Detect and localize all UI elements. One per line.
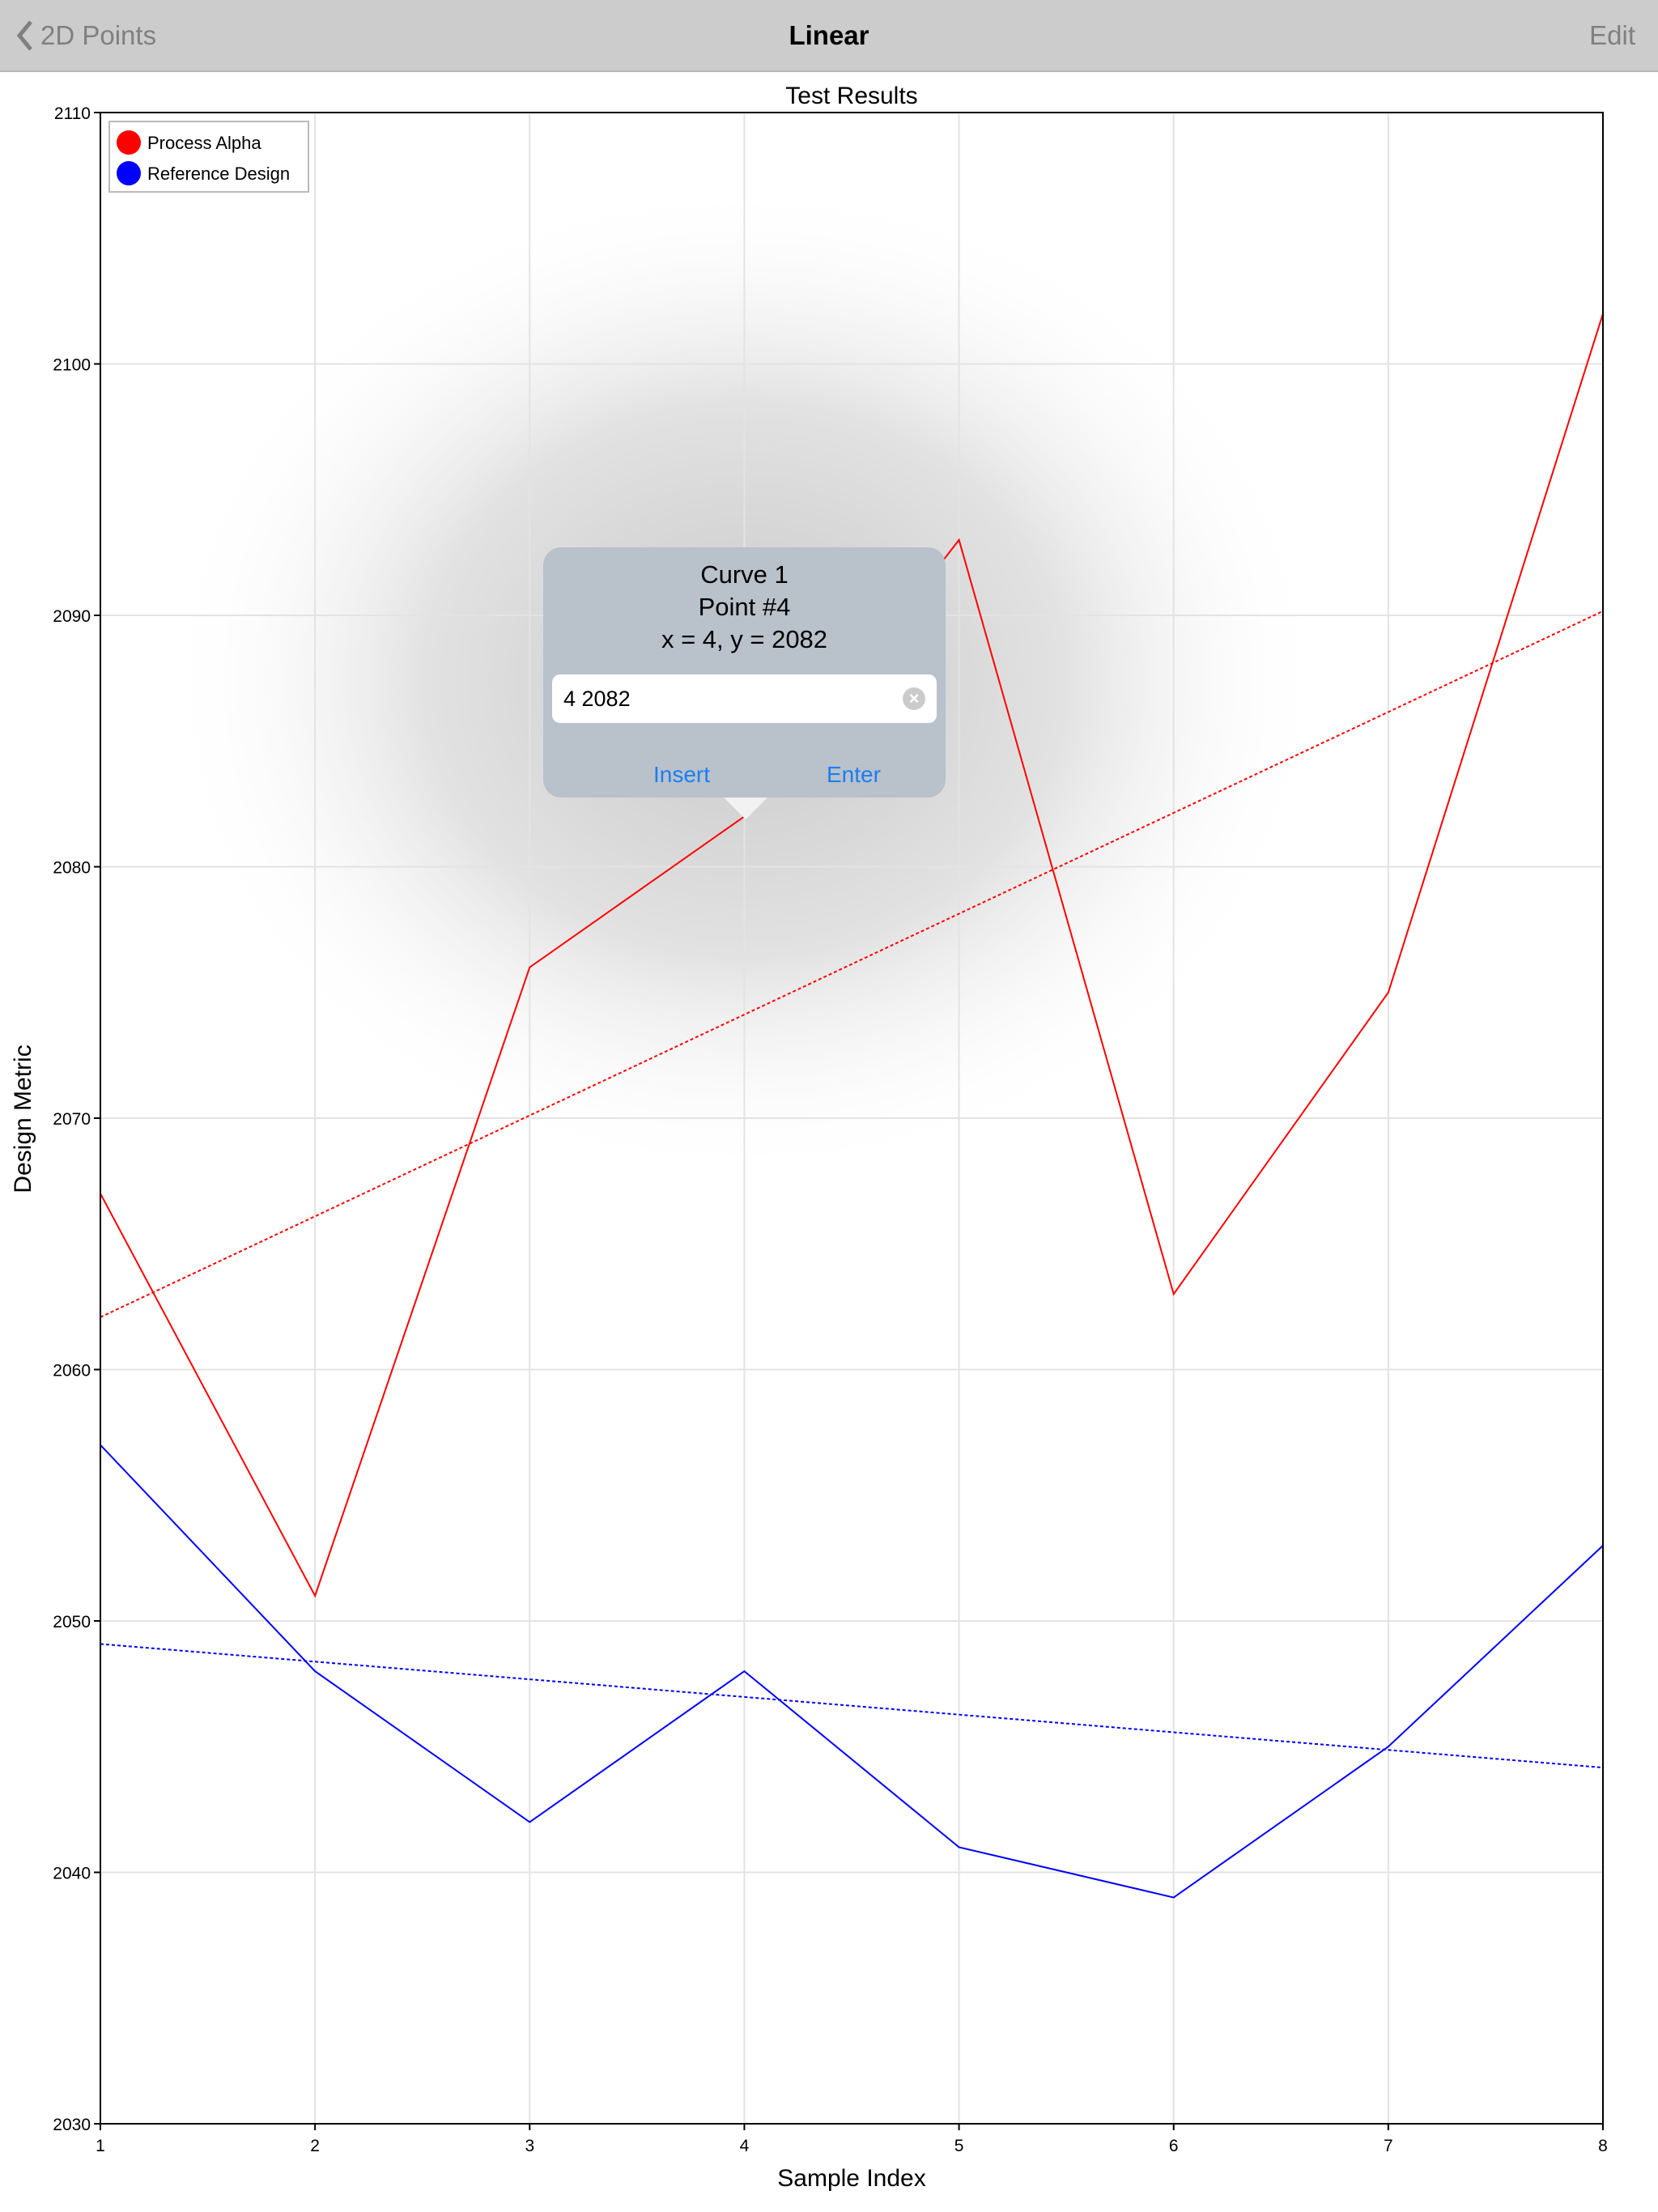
y-tick-label: 2100 xyxy=(53,356,91,375)
x-tick-label: 5 xyxy=(954,2137,964,2155)
edit-button[interactable]: Edit xyxy=(1589,20,1635,50)
y-tick-label: 2040 xyxy=(53,1865,91,1883)
x-tick-label: 7 xyxy=(1384,2137,1393,2155)
data-point-process-alpha xyxy=(1387,991,1389,993)
back-label: 2D Points xyxy=(40,19,157,50)
data-point-reference-design xyxy=(1172,1896,1175,1899)
data-point-process-alpha xyxy=(1172,1293,1175,1295)
data-point-process-alpha xyxy=(314,1594,317,1597)
page-title: Linear xyxy=(789,20,869,50)
data-point-process-alpha xyxy=(958,538,960,541)
x-tick-label: 4 xyxy=(740,2137,750,2155)
y-tick-label: 2090 xyxy=(53,607,91,626)
plot-frame xyxy=(100,112,1604,2125)
point-editor-popover: Curve 1 Point #4 x = 4, y = 2082 4 2082 … xyxy=(543,547,946,798)
data-point-reference-design xyxy=(958,1846,960,1848)
x-tick-label: 6 xyxy=(1169,2137,1179,2155)
chevron-left-icon xyxy=(16,19,32,51)
chart-title: Test Results xyxy=(785,83,917,109)
y-tick-label: 2080 xyxy=(53,859,91,878)
insert-button[interactable]: Insert xyxy=(653,762,711,787)
data-point-reference-design xyxy=(314,1670,317,1673)
y-tick-label: 2070 xyxy=(53,1110,91,1129)
x-tick-label: 1 xyxy=(96,2137,105,2155)
popup-arrow xyxy=(723,797,768,819)
chart[interactable]: 1 2 3 4 5 6 7 8 2030 2040 2050 2060 2070 2080 2090 2100… xyxy=(0,72,1658,2212)
clear-icon[interactable]: × xyxy=(903,687,925,710)
data-point-reference-design xyxy=(529,1821,531,1823)
x-tick-label: 3 xyxy=(525,2137,534,2155)
back-button[interactable]: 2D Points xyxy=(16,0,156,70)
y-tick-label: 2110 xyxy=(54,104,91,123)
trend-line-reference-design xyxy=(100,1643,1604,1769)
popup-point-label: Point #4 xyxy=(698,593,791,621)
y-tick-label: 2050 xyxy=(53,1613,91,1631)
legend-marker-reference-design xyxy=(117,161,141,185)
enter-button[interactable]: Enter xyxy=(827,762,881,787)
trend-line-process-alpha xyxy=(100,610,1604,1318)
point-value-input[interactable]: 4 2082 × xyxy=(552,674,937,723)
legend-label-process-alpha: Process Alpha xyxy=(147,133,261,153)
y-tick-label: 2060 xyxy=(53,1362,91,1380)
legend-label-reference-design: Reference Design xyxy=(147,164,290,184)
y-tick-label: 2030 xyxy=(53,2116,91,2134)
y-axis-label: Design Metric xyxy=(10,1044,36,1193)
legend-marker-process-alpha xyxy=(117,130,141,155)
x-axis-label: Sample Index xyxy=(777,2165,925,2192)
x-tick-label: 2 xyxy=(310,2137,320,2155)
point-value-text: 4 2082 xyxy=(563,687,631,711)
x-tick-label: 8 xyxy=(1598,2137,1608,2155)
data-point-reference-design xyxy=(1387,1746,1389,1748)
data-point-reference-design xyxy=(743,1670,746,1673)
legend-box xyxy=(108,121,309,193)
legend: Process Alpha Reference Design xyxy=(108,121,309,193)
series-line-reference-design xyxy=(100,1444,1604,1899)
data-point-process-alpha xyxy=(529,966,531,968)
navigation-bar: 2D Points Linear Edit xyxy=(0,0,1658,72)
popup-curve-label: Curve 1 xyxy=(700,560,789,589)
popup-coords-label: x = 4, y = 2082 xyxy=(661,625,828,653)
